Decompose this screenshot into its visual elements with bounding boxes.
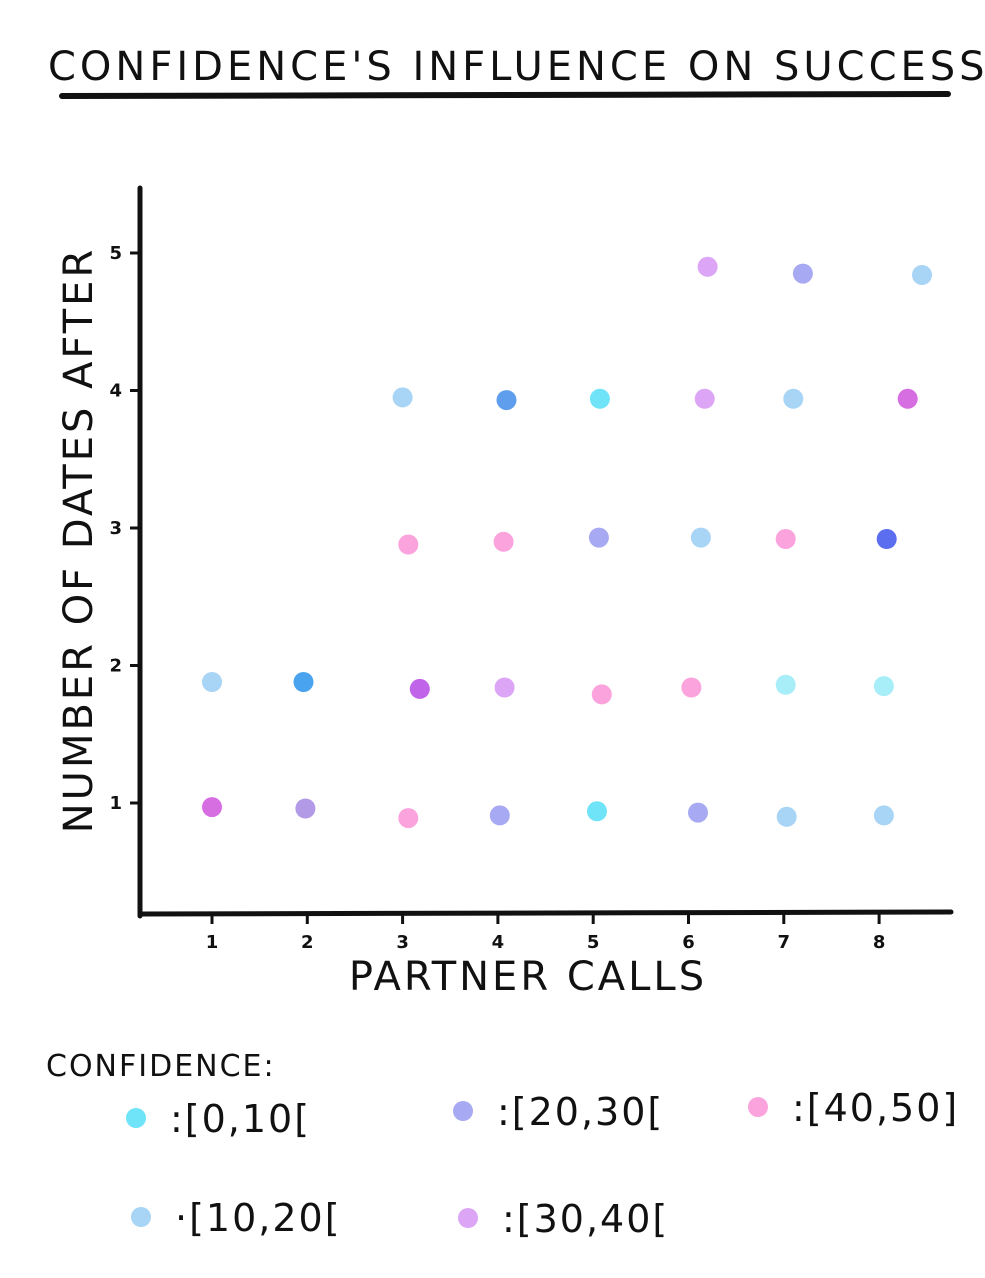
legend: :[0,10[ :[20,30[ :[40,50] ·[10,20[ :[30,40[ bbox=[126, 1086, 959, 1241]
x-tick-group: 1 2 3 4 5 6 7 8 bbox=[206, 914, 886, 953]
legend-swatch bbox=[458, 1208, 478, 1228]
data-point bbox=[409, 678, 430, 699]
data-point bbox=[688, 802, 708, 823]
x-tick-label: 7 bbox=[778, 932, 791, 953]
x-tick-label: 6 bbox=[682, 932, 695, 953]
data-point bbox=[897, 388, 918, 409]
data-point bbox=[681, 677, 702, 698]
data-point bbox=[587, 801, 607, 822]
data-point bbox=[489, 805, 510, 826]
data-point bbox=[493, 531, 514, 552]
y-tick-label: 4 bbox=[109, 381, 122, 402]
legend-swatch bbox=[748, 1097, 768, 1117]
data-point bbox=[783, 388, 804, 409]
data-point bbox=[697, 256, 718, 277]
data-point bbox=[876, 529, 897, 549]
data-point bbox=[775, 674, 796, 695]
x-tick-label: 4 bbox=[492, 932, 505, 953]
y-axis-label: NUMBER OF DATES AFTER bbox=[56, 247, 102, 833]
data-point bbox=[494, 677, 515, 698]
legend-label: :[40,50] bbox=[792, 1086, 959, 1130]
y-tick-label: 1 bbox=[109, 793, 122, 814]
data-point bbox=[591, 684, 612, 705]
legend-swatch bbox=[131, 1207, 151, 1227]
legend-swatch bbox=[453, 1101, 473, 1121]
x-axis-line bbox=[137, 909, 954, 917]
x-tick-label: 5 bbox=[587, 932, 600, 953]
title-underline bbox=[59, 91, 951, 99]
data-points bbox=[202, 256, 932, 829]
y-tick-label: 2 bbox=[109, 656, 122, 677]
data-point bbox=[776, 806, 797, 827]
data-point bbox=[792, 263, 813, 284]
legend-label: ·[10,20[ bbox=[175, 1196, 342, 1240]
y-tick-label: 5 bbox=[109, 243, 122, 264]
x-tick-label: 8 bbox=[873, 932, 886, 953]
data-point bbox=[202, 672, 222, 692]
data-point bbox=[295, 798, 316, 819]
data-point bbox=[398, 808, 419, 829]
x-tick-label: 2 bbox=[301, 932, 314, 953]
data-point bbox=[293, 672, 314, 692]
data-point bbox=[873, 676, 894, 697]
data-point bbox=[398, 534, 419, 555]
data-point bbox=[589, 388, 610, 409]
data-point bbox=[690, 527, 711, 548]
data-point bbox=[496, 390, 517, 411]
data-point bbox=[775, 529, 796, 549]
x-tick-label: 3 bbox=[396, 932, 409, 953]
data-point bbox=[912, 265, 932, 285]
chart-title: CONFIDENCE'S INFLUENCE ON SUCCESS bbox=[48, 44, 985, 90]
legend-title: CONFIDENCE: bbox=[46, 1049, 276, 1084]
data-point bbox=[392, 387, 413, 408]
legend-label: :[30,40[ bbox=[502, 1197, 669, 1241]
y-tick-label: 3 bbox=[109, 518, 122, 539]
data-point bbox=[202, 797, 222, 818]
x-tick-label: 1 bbox=[206, 932, 219, 953]
legend-label: :[0,10[ bbox=[170, 1097, 311, 1141]
data-point bbox=[873, 805, 894, 826]
y-tick-group: 1 2 3 4 5 bbox=[109, 243, 140, 814]
data-point bbox=[588, 527, 609, 548]
data-point bbox=[694, 388, 715, 409]
x-axis-label: PARTNER CALLS bbox=[349, 954, 707, 1000]
legend-label: :[20,30[ bbox=[497, 1090, 664, 1134]
legend-swatch bbox=[126, 1108, 146, 1128]
